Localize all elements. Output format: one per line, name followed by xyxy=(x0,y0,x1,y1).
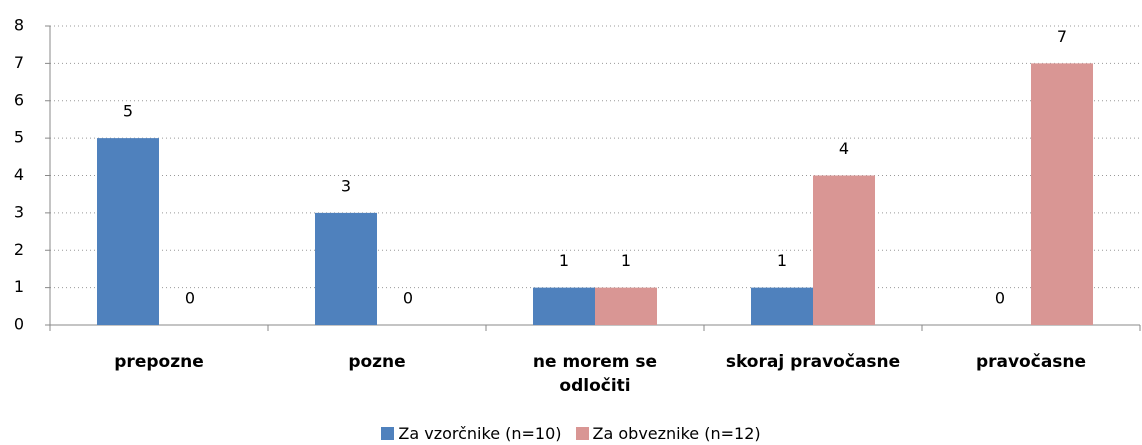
x-tick-label: skoraj pravočasne xyxy=(725,352,901,372)
data-label: 5 xyxy=(123,102,133,121)
legend-swatch xyxy=(381,427,395,440)
data-label: 0 xyxy=(185,289,195,308)
y-tick-label: 2 xyxy=(14,240,24,259)
bar xyxy=(595,287,657,325)
data-label: 1 xyxy=(621,251,631,270)
legend-label: Za obveznike (n=12) xyxy=(592,424,761,443)
data-label: 0 xyxy=(403,289,413,308)
bar xyxy=(315,212,377,325)
x-tick-label: pravočasne xyxy=(975,352,1087,372)
y-tick-label: 8 xyxy=(14,16,24,35)
bar xyxy=(97,138,159,325)
y-tick-label: 0 xyxy=(14,315,24,334)
legend-swatch xyxy=(575,427,589,440)
legend-item: Za obveznike (n=12) xyxy=(575,424,761,443)
bar xyxy=(751,287,813,325)
bar xyxy=(813,175,875,325)
bar xyxy=(1031,63,1093,325)
data-label: 0 xyxy=(995,289,1005,308)
data-label: 7 xyxy=(1057,27,1067,46)
x-tick-label: ne morem se odločiti xyxy=(532,352,658,396)
legend: Za vzorčnike (n=10) Za obveznike (n=12) xyxy=(0,424,1142,443)
bar xyxy=(533,287,595,325)
legend-item: Za vzorčnike (n=10) xyxy=(381,424,562,443)
data-label: 3 xyxy=(341,176,351,195)
y-tick-label: 5 xyxy=(14,128,24,147)
y-tick-label: 1 xyxy=(14,277,24,296)
y-tick-label: 3 xyxy=(14,202,24,221)
legend-label: Za vzorčnike (n=10) xyxy=(398,424,562,443)
data-label: 1 xyxy=(777,251,787,270)
y-tick-label: 7 xyxy=(14,53,24,72)
y-tick-label: 4 xyxy=(14,165,24,184)
data-label: 4 xyxy=(839,139,849,158)
data-label: 1 xyxy=(559,251,569,270)
x-tick-label: pozne xyxy=(348,352,406,372)
y-tick-label: 6 xyxy=(14,90,24,109)
x-tick-label: prepozne xyxy=(114,352,204,372)
